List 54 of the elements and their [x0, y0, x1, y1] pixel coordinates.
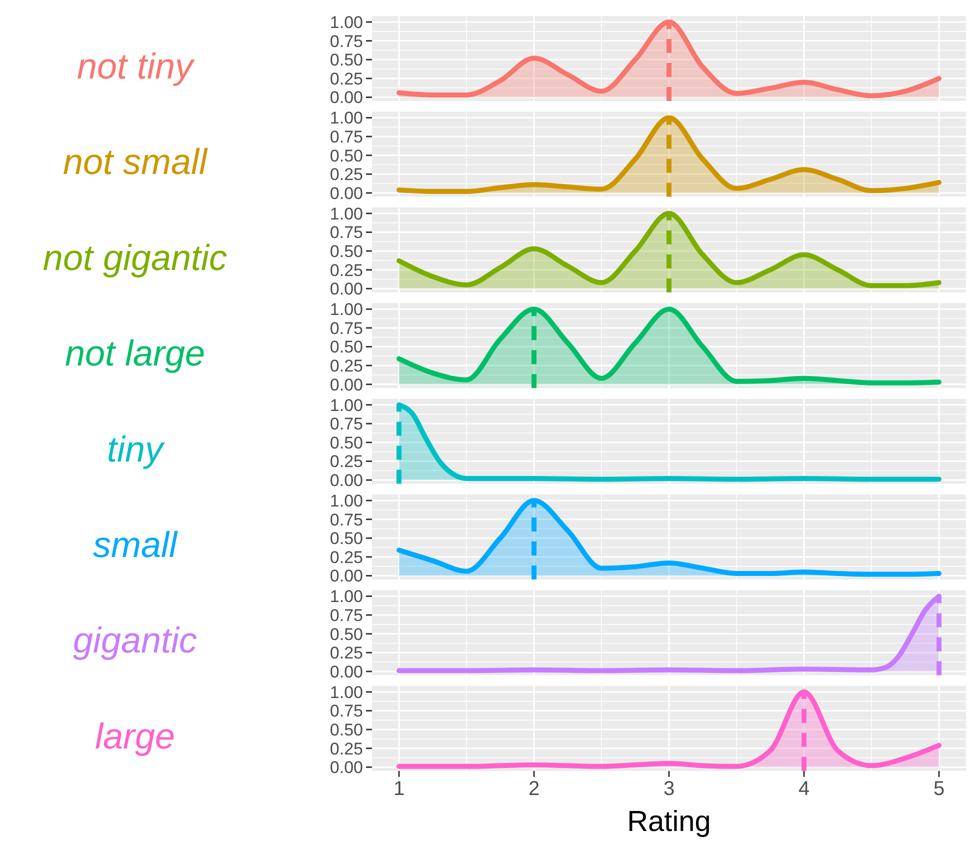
- y-tick-label: 0.00: [330, 184, 363, 203]
- y-tick-label: 0.25: [330, 260, 363, 280]
- y-tick-label: 1.00: [330, 300, 363, 320]
- y-tick-label: 1.00: [330, 204, 363, 224]
- text: large: [94, 715, 176, 756]
- y-tick-label: 0.75: [330, 318, 363, 338]
- y-tick-label: 0.00: [330, 662, 363, 682]
- y-tick-label: 0.75: [330, 702, 363, 721]
- y-tick-label: 0.25: [330, 69, 363, 88]
- y-tick-label: 0.75: [330, 223, 363, 242]
- y-tick-label: 0.50: [330, 624, 363, 644]
- y-tick-label: 1.00: [330, 491, 363, 510]
- y-tick-label: 0.50: [330, 50, 363, 70]
- y-tick-label: 0.75: [330, 510, 363, 530]
- text: tiny: [106, 428, 166, 470]
- x-tick-label: 4: [798, 778, 810, 800]
- text: not tiny: [76, 46, 196, 86]
- y-tick-label: 1.00: [330, 396, 363, 415]
- y-tick-label: 1.00: [330, 587, 363, 606]
- y-tick-label: 0.00: [330, 375, 363, 394]
- y-tick-label: 0.50: [330, 720, 363, 740]
- y-tick-label: 0.25: [330, 548, 363, 567]
- x-tick-label: 2: [528, 778, 540, 800]
- y-tick-label: 0.75: [330, 32, 363, 51]
- text: not gigantic: [42, 236, 228, 278]
- y-tick-label: 0.50: [330, 338, 363, 357]
- text: small: [92, 524, 178, 565]
- y-tick-label: 0.50: [330, 433, 363, 452]
- x-tick-label: 5: [933, 778, 945, 800]
- x-tick-label: 3: [663, 778, 675, 800]
- text: gigantic: [72, 620, 198, 661]
- y-tick-label: 0.50: [330, 529, 363, 548]
- y-tick-label: 0.75: [330, 606, 363, 625]
- y-tick-label: 0.25: [330, 165, 363, 184]
- y-tick-label: 0.00: [330, 88, 363, 108]
- y-tick-label: 0.25: [330, 356, 363, 376]
- y-tick-label: 0.50: [330, 146, 363, 166]
- y-tick-label: 1.00: [330, 12, 363, 32]
- y-tick-label: 0.00: [330, 470, 363, 490]
- y-tick-label: 0.00: [330, 566, 363, 586]
- y-tick-label: 1.00: [330, 108, 363, 128]
- y-tick-label: 0.50: [330, 242, 363, 261]
- x-axis-title: Rating: [627, 806, 711, 838]
- text: not large: [64, 332, 206, 374]
- y-tick-label: 0.75: [330, 414, 363, 434]
- y-tick-label: 0.25: [330, 452, 363, 472]
- y-tick-label: 0.00: [330, 758, 363, 778]
- y-tick-label: 0.25: [330, 644, 363, 663]
- y-tick-label: 0.00: [330, 280, 363, 299]
- y-tick-label: 1.00: [330, 682, 363, 702]
- y-tick-label: 0.25: [330, 739, 363, 758]
- text: not small: [62, 141, 208, 182]
- y-tick-label: 0.75: [330, 127, 363, 146]
- x-tick-label: 1: [393, 778, 405, 800]
